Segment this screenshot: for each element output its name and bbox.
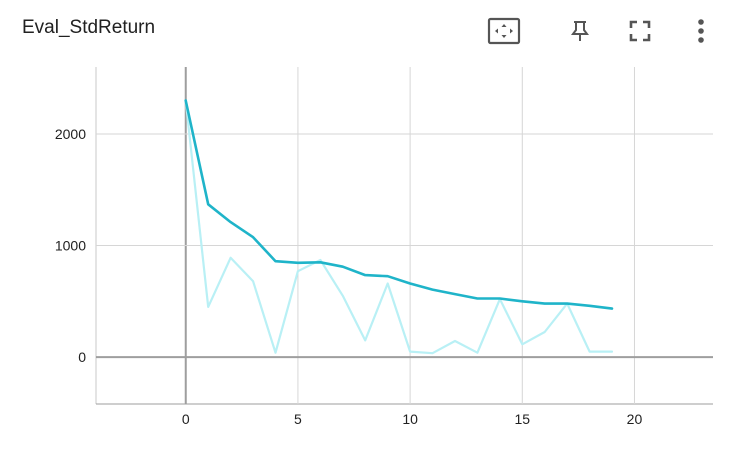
y-tick-label: 0 xyxy=(78,349,86,365)
fit-domain-icon xyxy=(487,17,521,45)
smoothed-series-line xyxy=(184,99,614,310)
fullscreen-icon xyxy=(629,20,651,42)
x-tick-label: 15 xyxy=(515,411,531,427)
y-tick-label: 1000 xyxy=(55,238,86,254)
more-button[interactable] xyxy=(684,14,718,48)
x-tick-label: 10 xyxy=(402,411,418,427)
x-tick-label: 5 xyxy=(294,411,302,427)
fit-to-data-button[interactable] xyxy=(487,14,521,48)
raw-series-line xyxy=(184,99,614,355)
y-tick-label: 2000 xyxy=(55,126,86,142)
more-vert-icon xyxy=(698,19,704,43)
x-tick-label: 0 xyxy=(182,411,190,427)
fullscreen-button[interactable] xyxy=(623,14,657,48)
x-tick-label: 20 xyxy=(627,411,643,427)
pin-button[interactable] xyxy=(563,14,597,48)
pin-icon xyxy=(571,21,589,41)
card-title: Eval_StdReturn xyxy=(22,17,156,38)
